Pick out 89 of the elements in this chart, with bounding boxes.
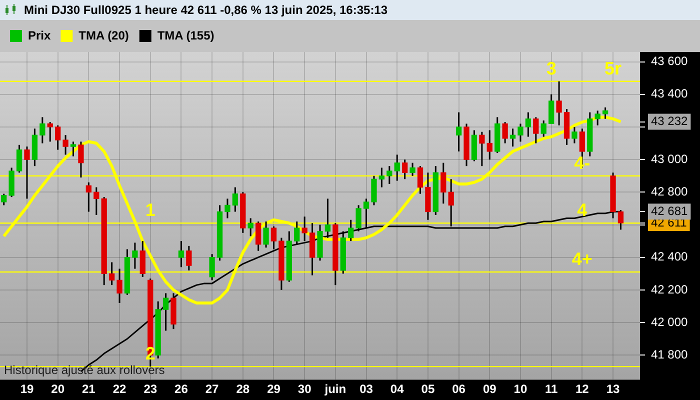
candlestick (209, 253, 215, 281)
y-tick-label: 43 600 (651, 54, 688, 68)
candlestick (402, 158, 408, 180)
candlestick (24, 146, 30, 200)
y-tick-label: 43 000 (651, 152, 688, 166)
annotation: 5r (604, 58, 622, 78)
candlestick (594, 110, 600, 126)
candlestick (440, 162, 446, 204)
x-tick-label: 21 (82, 382, 96, 396)
x-tick-label: 13 (606, 382, 620, 396)
candlestick (479, 131, 485, 167)
x-tick-label: 20 (51, 382, 65, 396)
candlestick (386, 165, 392, 185)
candlestick (540, 120, 546, 138)
candlestick (40, 116, 46, 144)
x-tick-label: 10 (514, 382, 528, 396)
candlestick (602, 106, 608, 120)
y-tick-label: 42 400 (651, 250, 688, 264)
y-tick-label: 42 000 (651, 314, 688, 329)
candlestick (263, 220, 269, 248)
y-tick-label: 43 400 (651, 86, 688, 101)
candlestick (248, 217, 254, 237)
x-tick-label: juin (324, 382, 346, 396)
annotation: 3 (546, 58, 556, 78)
candlestick (378, 166, 385, 188)
legend-label: Prix (28, 28, 52, 42)
y-tick-label: 43 232 (651, 114, 688, 128)
candlestick (294, 220, 300, 246)
x-tick-label: 04 (390, 382, 404, 396)
candlestick (16, 144, 22, 174)
candlestick (410, 162, 416, 177)
candlestick (456, 112, 462, 152)
candlestick (556, 80, 562, 126)
annotation: 4+ (572, 249, 592, 269)
candlestick (572, 126, 578, 144)
candlestick (47, 121, 53, 142)
x-tick-label: 29 (267, 382, 281, 396)
candlestick (140, 240, 146, 278)
x-tick-label: 30 (298, 382, 312, 396)
candlestick (232, 186, 238, 212)
x-tick-label: 06 (452, 382, 466, 396)
candlestick (224, 198, 230, 219)
candlestick (270, 226, 277, 250)
legend-label: TMA (155) (157, 28, 214, 42)
candlestick (70, 140, 76, 158)
x-tick-label: 22 (112, 382, 127, 396)
candlestick (178, 240, 184, 268)
candlestick (525, 112, 532, 138)
candlestick (548, 94, 554, 124)
candlestick (162, 292, 169, 332)
candlestick (502, 121, 508, 144)
x-tick-label: 05 (421, 382, 435, 396)
x-tick-label: 09 (482, 382, 497, 396)
y-tick-label: 42 200 (651, 282, 688, 296)
y-tick-label: 42 800 (651, 184, 688, 198)
annotation: Historique ajusté aux rollovers (4, 362, 165, 377)
candlestick (78, 140, 84, 178)
candlestick (533, 116, 539, 144)
annotation: 4 (577, 200, 588, 220)
candlestick (94, 186, 100, 216)
candlestick (348, 219, 354, 242)
annotation: 1 (145, 200, 156, 220)
candlestick (132, 242, 138, 270)
candlestick (55, 124, 61, 151)
x-tick-label: 26 (174, 382, 188, 396)
candlestick (186, 245, 192, 272)
candlestick (486, 129, 492, 160)
candlestick (255, 220, 262, 252)
candlestick (394, 154, 400, 182)
candlestick (108, 262, 115, 286)
candlestick (1, 193, 7, 206)
x-tick-label: 28 (236, 382, 250, 396)
x-tick-label: 03 (360, 382, 374, 396)
candlestick (302, 216, 308, 242)
candlestick (62, 134, 68, 156)
candlestick (371, 175, 377, 206)
candlestick (417, 165, 424, 195)
y-tick-label: 42 681 (651, 204, 688, 218)
candlestick (518, 122, 524, 142)
candlestick (86, 182, 92, 212)
x-tick-label: 12 (575, 382, 590, 396)
chart-title: Mini DJ30 Full0925 1 heure 42 611 -0,86 % 13 juin 2025, 16:35:13 (24, 3, 388, 17)
x-tick-label: 27 (205, 382, 220, 396)
x-tick-label: 19 (20, 382, 34, 396)
candlestick (116, 268, 122, 304)
x-tick-label: 23 (144, 382, 158, 396)
y-tick-label: 41 800 (651, 347, 688, 362)
legend-label: TMA (20) (78, 28, 129, 42)
x-tick-label: 11 (544, 382, 558, 396)
